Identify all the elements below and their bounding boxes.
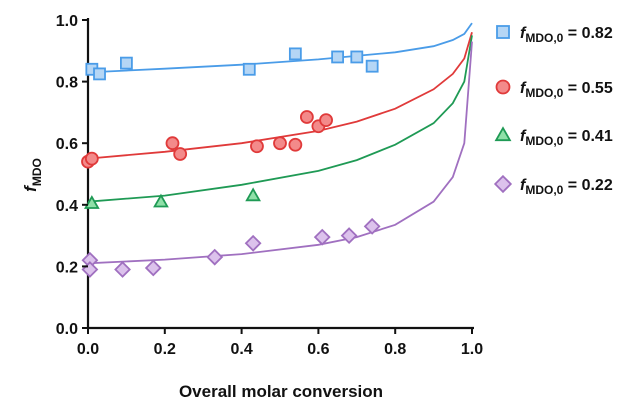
data-point-series-4 — [313, 228, 331, 246]
y-tick-label: 0.8 — [56, 75, 78, 92]
legend-label-3: fMDO,0 = 0.41 — [520, 128, 613, 148]
y-tick-label: 0.2 — [56, 259, 78, 276]
data-point-series-3 — [83, 195, 100, 209]
data-point-series-1 — [350, 50, 364, 64]
x-axis-title: Overall molar conversion — [179, 382, 383, 401]
x-tick-label: 1.0 — [461, 341, 483, 358]
x-tick-label: 0.8 — [384, 341, 406, 358]
data-point-series-1 — [331, 50, 345, 64]
legend: fMDO,0 = 0.82 fMDO,0 = 0.55 fMDO,0 = 0.41 f… — [493, 25, 613, 197]
legend-item-1: fMDO,0 = 0.82 — [496, 25, 613, 45]
x-tick-label: 0.0 — [77, 341, 99, 358]
legend-marker-3 — [494, 126, 512, 142]
data-point-series-2 — [299, 110, 314, 124]
data-point-series-1 — [365, 59, 379, 73]
fit-line-series-3 — [87, 35, 473, 203]
data-point-series-2 — [165, 136, 180, 151]
data-point-series-2 — [84, 151, 99, 166]
legend-item-4: fMDO,0 = 0.22 — [493, 174, 613, 197]
legend-marker-2 — [495, 79, 511, 95]
axis-ticks: 0.0 0.2 0.4 0.6 0.8 1.0 0.0 0.2 0.4 0.6 0.8 1.0 — [56, 13, 483, 358]
legend-label-1: fMDO,0 = 0.82 — [520, 25, 613, 45]
x-tick-label: 0.2 — [154, 341, 176, 358]
legend-marker-4 — [493, 174, 513, 194]
y-axis-title: fMDO — [21, 158, 44, 192]
data-point-series-2 — [250, 139, 264, 154]
fit-lines — [87, 22, 473, 265]
legend-label-4: fMDO,0 = 0.22 — [520, 177, 613, 197]
fit-line-series-2 — [87, 32, 473, 160]
y-axis-title-main: f — [21, 184, 40, 192]
fit-line-series-1 — [87, 22, 473, 74]
x-tick-label: 0.6 — [307, 341, 329, 358]
data-markers — [81, 47, 381, 278]
data-point-series-4 — [144, 259, 162, 277]
data-point-series-3 — [153, 193, 169, 208]
y-tick-label: 0.4 — [56, 198, 78, 215]
data-point-series-4 — [363, 217, 381, 235]
legend-label-2: fMDO,0 = 0.55 — [520, 80, 613, 100]
data-point-series-4 — [114, 261, 131, 278]
legend-item-2: fMDO,0 = 0.55 — [495, 79, 613, 100]
data-point-series-1 — [93, 67, 106, 81]
legend-marker-1 — [496, 25, 510, 39]
data-point-series-2 — [319, 113, 333, 127]
data-point-series-4 — [81, 261, 99, 278]
plot-area — [86, 18, 474, 330]
fit-line-series-4 — [87, 41, 473, 265]
data-point-series-3 — [245, 187, 261, 202]
data-point-series-4 — [244, 234, 262, 252]
data-point-series-1 — [120, 56, 133, 70]
data-point-series-2 — [288, 137, 303, 152]
data-point-series-1 — [242, 62, 256, 76]
data-point-series-4 — [206, 248, 224, 266]
x-tick-label: 0.4 — [230, 341, 252, 358]
legend-item-3: fMDO,0 = 0.41 — [494, 126, 613, 148]
y-tick-label: 0.6 — [56, 136, 78, 153]
y-tick-label: 0.0 — [56, 321, 78, 338]
data-point-series-2 — [273, 136, 287, 151]
data-point-series-1 — [288, 47, 302, 61]
data-point-series-2 — [173, 147, 188, 161]
y-tick-label: 1.0 — [56, 13, 78, 30]
y-axis-title-sub: MDO — [30, 158, 44, 186]
data-point-series-4 — [340, 227, 358, 245]
